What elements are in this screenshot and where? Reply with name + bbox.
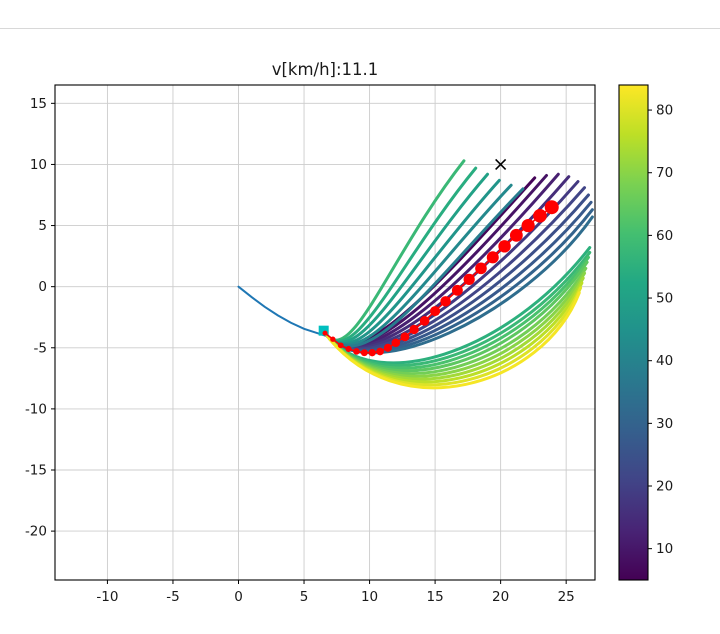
best-path-point bbox=[391, 338, 401, 348]
y-tick-label: 10 bbox=[30, 157, 47, 173]
best-path-point bbox=[360, 349, 368, 357]
best-path-point bbox=[475, 262, 487, 275]
colorbar-outline bbox=[618, 84, 649, 581]
x-tick-label: -5 bbox=[166, 589, 179, 605]
x-tick-label: 15 bbox=[427, 589, 444, 605]
best-path-point bbox=[509, 228, 523, 242]
best-path-point bbox=[376, 347, 384, 356]
x-tick-label: 5 bbox=[300, 589, 309, 605]
best-path-point bbox=[322, 330, 328, 336]
colorbar-tick-label: 50 bbox=[656, 291, 673, 307]
colorbar-tick-label: 80 bbox=[656, 103, 673, 119]
candidate-trajectory bbox=[323, 176, 537, 347]
candidate-trajectory bbox=[323, 291, 581, 390]
history-line bbox=[237, 285, 326, 337]
y-tick-label: 5 bbox=[38, 218, 47, 234]
y-tick-label: -10 bbox=[25, 401, 47, 417]
best-path-point bbox=[383, 343, 392, 352]
chart-title: v[km/h]:11.1 bbox=[271, 60, 379, 79]
x-tick-label: 0 bbox=[234, 589, 243, 605]
best-path-point bbox=[544, 200, 559, 215]
axes-box bbox=[54, 84, 596, 581]
x-tick-label: 25 bbox=[558, 589, 575, 605]
y-tick-label: -15 bbox=[25, 463, 47, 479]
best-path-point bbox=[440, 296, 451, 307]
best-path-point bbox=[498, 240, 511, 253]
best-path-point bbox=[486, 251, 499, 264]
candidate-trajectory bbox=[323, 159, 466, 342]
window-top-divider bbox=[0, 28, 720, 29]
y-tick-label: -5 bbox=[34, 340, 47, 356]
best-path-point bbox=[337, 342, 344, 349]
x-axis: -10 -5 0 5 10 15 20 25 bbox=[96, 580, 575, 605]
y-tick-label: 15 bbox=[30, 96, 47, 112]
colorbar-gradient bbox=[619, 85, 648, 580]
colorbar-tick-label: 20 bbox=[656, 479, 673, 495]
plot-data bbox=[237, 158, 594, 390]
y-axis: -20 -15 -10 -5 0 5 10 15 bbox=[25, 96, 55, 540]
colorbar-tick-label: 30 bbox=[656, 416, 673, 432]
best-path-point bbox=[368, 348, 376, 357]
best-path-point bbox=[430, 306, 441, 317]
x-tick-label: 10 bbox=[361, 589, 378, 605]
y-tick-label: -20 bbox=[25, 524, 47, 540]
best-path-point bbox=[330, 336, 336, 342]
ego-marker bbox=[318, 325, 329, 336]
colorbar-tick-label: 10 bbox=[656, 541, 673, 557]
best-path-point bbox=[521, 218, 535, 233]
best-path-point bbox=[463, 273, 475, 285]
best-path-point bbox=[353, 348, 360, 355]
best-path-point bbox=[533, 208, 547, 223]
colorbar-tick-label: 40 bbox=[656, 353, 673, 369]
x-tick-label: -10 bbox=[96, 589, 118, 605]
colorbar-tick-label: 70 bbox=[656, 165, 673, 181]
goal-marker bbox=[495, 158, 507, 171]
colorbar-tick-label: 60 bbox=[656, 228, 673, 244]
best-path-point bbox=[400, 332, 410, 342]
best-path-point bbox=[419, 316, 430, 326]
best-path-point bbox=[451, 284, 463, 296]
best-path-point bbox=[345, 345, 352, 353]
x-tick-label: 20 bbox=[492, 589, 509, 605]
y-tick-label: 0 bbox=[38, 279, 47, 295]
best-path-point bbox=[409, 324, 419, 335]
colorbar: 10 20 30 40 50 60 70 80 bbox=[618, 84, 673, 581]
